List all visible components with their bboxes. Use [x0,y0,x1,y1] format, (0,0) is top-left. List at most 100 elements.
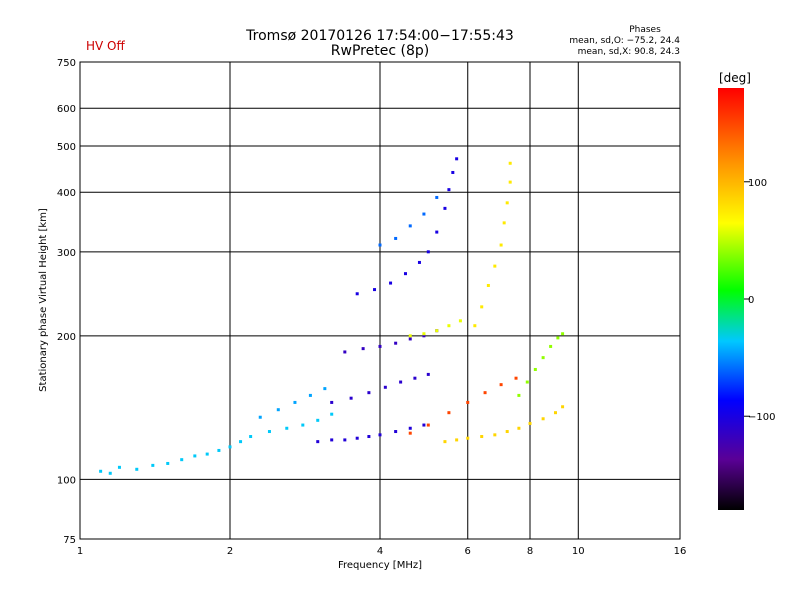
echo-point [399,380,403,384]
y-tick-label: 400 [57,188,76,199]
echo-point [505,201,509,205]
echo-point [408,337,412,341]
echo-point [323,387,327,391]
echo-point [99,469,103,473]
echo-point [458,319,462,323]
echo-point [422,212,426,216]
echo-point [426,372,430,376]
echo-point [389,281,393,285]
echo-point [108,471,112,475]
echo-point [466,400,470,404]
echo-point [480,305,484,309]
chart-subtitle: RwPretec (8p) [331,43,429,59]
echo-point [525,380,529,384]
echo-point [408,224,412,228]
echo-point [228,445,232,449]
echo-point [473,324,477,328]
echo-point [394,341,398,345]
x-tick-label: 6 [465,546,471,557]
echo-point [486,283,490,287]
echo-point [330,400,334,404]
phases-o-mode: mean, sd,O: −75.2, 24.4 [569,36,680,46]
echo-point [249,435,253,439]
echo-point [447,324,451,328]
echo-point [514,376,518,380]
x-tick-label: 4 [377,546,383,557]
echo-point [180,458,184,462]
x-axis-label: Frequency [MHz] [338,560,422,571]
echo-point [293,400,297,404]
colorbar-tick-label: 0 [748,295,754,306]
echo-point [413,376,417,380]
colorbar-ticks: 100 0 −100 [744,178,775,423]
echo-point [205,452,209,456]
echo-point [499,383,503,387]
echo-point [422,334,426,338]
x-tick-label: 8 [527,546,533,557]
echo-point [403,272,407,276]
echo-point [549,344,553,348]
echo-point [408,431,412,435]
echo-point [451,170,455,174]
echo-point [408,334,412,338]
echo-point [502,221,506,225]
y-tick-label: 75 [63,535,76,546]
echo-point [435,230,439,234]
y-tick-label: 500 [57,142,76,153]
echo-point [480,435,484,439]
echo-point [455,438,459,442]
echo-point [117,465,121,469]
colorbar-label: [deg] [719,71,751,85]
echo-point [443,440,447,444]
echo-point [447,188,451,192]
echo-point [493,433,497,437]
echo-point [408,426,412,430]
plot-grid [80,62,680,539]
echo-point [517,426,521,430]
hv-status-label: HV Off [86,39,125,53]
echo-point [267,430,271,434]
echo-point [422,332,426,336]
echo-point [285,426,289,430]
y-axis-label: Stationary phase Virtual Height [km] [38,208,49,392]
echo-point [426,250,430,254]
echo-point [517,393,521,397]
echo-point [455,157,459,161]
echo-point [499,243,503,247]
echo-point [508,161,512,165]
echo-point [394,236,398,240]
y-axis-ticks: 75 100 200 300 400 500 600 750 [57,58,76,546]
y-tick-label: 750 [57,58,76,69]
echo-point [541,356,545,360]
echo-point [373,288,377,292]
y-tick-label: 300 [57,248,76,259]
echo-point [561,332,565,336]
echo-point [355,436,359,440]
echo-point [343,350,347,354]
echo-point [533,367,537,371]
echo-point [135,467,139,471]
echo-point [553,411,557,415]
echo-point [316,440,320,444]
echo-point [443,206,447,210]
x-tick-label: 16 [674,546,687,557]
echo-point [361,347,365,351]
echo-point [417,260,421,264]
echo-point [367,435,371,439]
echo-point [239,440,243,444]
echo-point [556,336,560,340]
echo-point [394,430,398,434]
colorbar-tick-label: −100 [748,412,775,423]
echo-point [316,418,320,422]
echo-point [435,329,439,333]
echo-point [378,243,382,247]
echo-point [276,408,280,412]
x-tick-label: 10 [572,546,585,557]
colorbar-tick-label: 100 [748,178,767,189]
echo-point [367,391,371,395]
echo-point [151,463,155,467]
echo-point [493,264,497,268]
echo-point [301,423,305,427]
echo-point [466,436,470,440]
echo-point [330,438,334,442]
